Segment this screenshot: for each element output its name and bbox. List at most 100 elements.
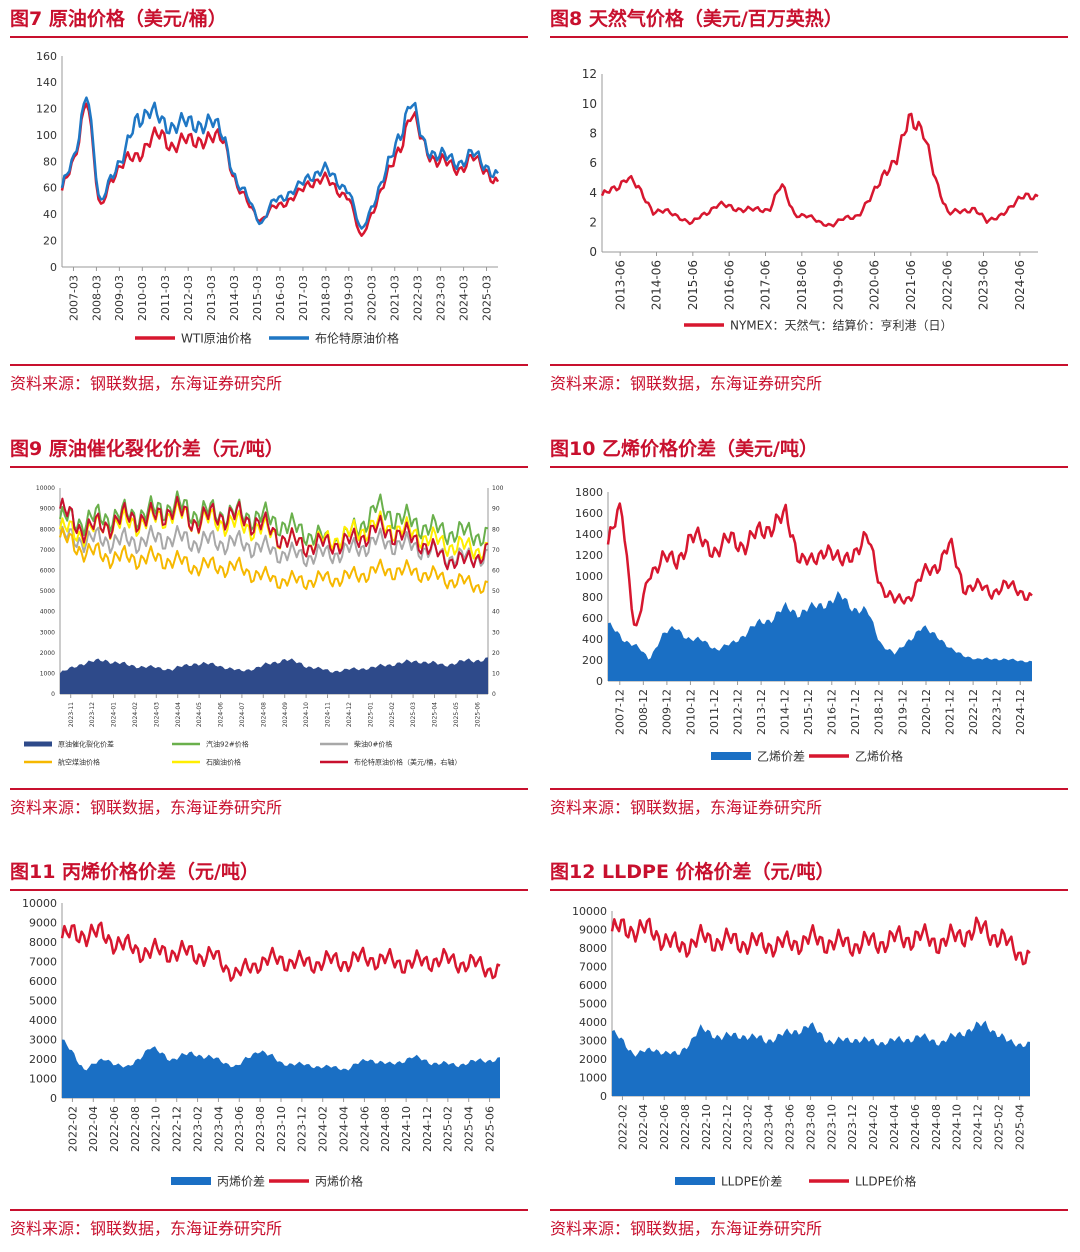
x-tick-label: 2022-03 bbox=[412, 275, 425, 321]
x-tick-label: 2024-07 bbox=[239, 702, 246, 727]
x-tick-label: 2018-12 bbox=[873, 689, 886, 735]
y-tick-label: 7000 bbox=[579, 960, 607, 973]
y-tick-label: 6000 bbox=[29, 975, 57, 988]
x-tick-label: 2024-04 bbox=[337, 1106, 350, 1152]
x-tick-label: 2018-03 bbox=[320, 275, 333, 321]
legend-label: LLDPE价格 bbox=[855, 1174, 916, 1189]
x-tick-label: 2024-06 bbox=[358, 1106, 371, 1152]
x-tick-label: 2023-03 bbox=[434, 275, 447, 321]
y-tick-label: 2000 bbox=[40, 650, 55, 657]
x-tick-label: 2025-02 bbox=[442, 1106, 455, 1152]
panel-source: 资料来源：钢联数据，东海证券研究所 bbox=[10, 788, 528, 818]
series-line-4 bbox=[59, 499, 489, 560]
x-tick-label: 2024-12 bbox=[972, 1104, 985, 1150]
panel-fig9: 图9 原油催化裂化价差（元/吨） 0 1000 2000 3000 4000 5000 60… bbox=[10, 430, 528, 817]
y-tick-label: 8000 bbox=[29, 936, 57, 949]
x-tick-label: 2007-03 bbox=[67, 275, 80, 321]
x-tick-label: 2024-02 bbox=[867, 1104, 880, 1150]
panel-source: 资料来源：钢联数据，东海证券研究所 bbox=[550, 788, 1068, 818]
x-tick-label: 2020-06 bbox=[868, 260, 882, 310]
panel-title: 图12 LLDPE 价格价差（元/吨） bbox=[550, 853, 1068, 891]
y2-tick-label: 70 bbox=[492, 547, 500, 554]
x-tick-label: 2024-08 bbox=[379, 1106, 392, 1152]
x-tick-label: 2025-04 bbox=[432, 702, 439, 727]
x-tick-label: 2025-06 bbox=[483, 1106, 496, 1152]
x-tick-label: 2019-12 bbox=[896, 689, 909, 735]
x-tick-label: 2008-03 bbox=[90, 275, 103, 321]
x-tick-label: 2024-06 bbox=[909, 1104, 922, 1150]
chart-fig9: 0100020003000400050006000700080009000100… bbox=[24, 485, 504, 767]
x-tick-label: 2022-12 bbox=[967, 689, 980, 735]
x-tick-label: 2025-05 bbox=[453, 702, 460, 727]
y-tick-label: 4000 bbox=[29, 1014, 57, 1027]
x-tick-label: 2023-08 bbox=[804, 1104, 817, 1150]
x-tick-label: 2024-06 bbox=[218, 702, 225, 727]
x-tick-label: 2016-12 bbox=[826, 689, 839, 735]
y-tick-label: 1800 bbox=[575, 486, 603, 499]
x-tick-label: 2014-12 bbox=[779, 689, 792, 735]
y2-tick-label: 90 bbox=[492, 506, 500, 513]
y-tick-label: 6000 bbox=[579, 979, 607, 992]
panel-fig8: 图8 天然气价格（美元/百万英热） 0 2 4 6 8 10 12 2013-06 2014-0… bbox=[550, 0, 1068, 393]
x-tick-label: 2009-03 bbox=[113, 275, 126, 321]
y-tick-label: 5000 bbox=[40, 588, 55, 595]
x-tick-label: 2011-03 bbox=[159, 275, 172, 321]
x-tick-label: 2024-02 bbox=[132, 702, 139, 727]
x-tick-label: 2009-12 bbox=[661, 689, 674, 735]
panel-fig10: 图10 乙烯价格价差（美元/吨） 0 200 400 600 800 1000 1200 14… bbox=[550, 430, 1068, 817]
x-tick-label: 2024-10 bbox=[303, 702, 310, 727]
series-area-0 bbox=[608, 591, 1032, 681]
x-tick-label: 2025-03 bbox=[480, 275, 493, 321]
y-tick-label: 40 bbox=[43, 208, 57, 221]
x-tick-label: 2013-03 bbox=[205, 275, 218, 321]
x-tick-label: 2022-02 bbox=[616, 1104, 629, 1150]
y-tick-label: 600 bbox=[582, 612, 603, 625]
y-tick-label: 1400 bbox=[575, 528, 603, 541]
y2-tick-label: 50 bbox=[492, 588, 500, 595]
x-tick-label: 2016-03 bbox=[274, 275, 287, 321]
x-tick-label: 2015-12 bbox=[802, 689, 815, 735]
x-tick-label: 2022-08 bbox=[129, 1106, 142, 1152]
series-line-1 bbox=[610, 916, 1031, 966]
y-tick-label: 0 bbox=[50, 1092, 57, 1105]
y-tick-label: 800 bbox=[582, 591, 603, 604]
x-tick-label: 2012-12 bbox=[731, 689, 744, 735]
y-tick-label: 1600 bbox=[575, 507, 603, 520]
panel-title: 图11 丙烯价格价差（元/吨） bbox=[10, 853, 528, 891]
y-tick-label: 0 bbox=[600, 1090, 607, 1103]
panel-fig11: 图11 丙烯价格价差（元/吨） 0 1000 2000 3000 4000 5000 600… bbox=[10, 853, 528, 1238]
x-tick-label: 2025-01 bbox=[367, 702, 374, 727]
x-tick-label: 2020-12 bbox=[920, 689, 933, 735]
x-tick-label: 2022-08 bbox=[679, 1104, 692, 1150]
x-tick-label: 2023-04 bbox=[763, 1104, 776, 1150]
x-tick-label: 2024-02 bbox=[317, 1106, 330, 1152]
y-tick-label: 8000 bbox=[579, 942, 607, 955]
y-tick-label: 160 bbox=[36, 50, 57, 63]
y-tick-label: 4 bbox=[589, 186, 597, 200]
y-tick-label: 10000 bbox=[572, 905, 607, 918]
x-tick-label: 2022-04 bbox=[637, 1104, 650, 1150]
panel-title: 图7 原油价格（美元/桶） bbox=[10, 0, 528, 38]
y-tick-label: 9000 bbox=[29, 916, 57, 929]
panel-fig12: 图12 LLDPE 价格价差（元/吨） 0 1000 2000 3000 4000 500… bbox=[550, 853, 1068, 1238]
x-tick-label: 2024-04 bbox=[888, 1104, 901, 1150]
series-area-0 bbox=[60, 657, 488, 694]
x-tick-label: 2025-04 bbox=[1013, 1104, 1026, 1150]
legend-label: 乙烯价差 bbox=[757, 750, 805, 764]
x-tick-label: 2025-03 bbox=[410, 702, 417, 727]
x-tick-label: 2024-12 bbox=[346, 702, 353, 727]
series-area-0 bbox=[612, 1020, 1030, 1096]
y-tick-label: 2000 bbox=[579, 1053, 607, 1066]
y-tick-label: 5000 bbox=[29, 994, 57, 1007]
x-tick-label: 2021-12 bbox=[943, 689, 956, 735]
y-tick-label: 60 bbox=[43, 182, 57, 195]
x-tick-label: 2024-09 bbox=[282, 702, 289, 727]
y-tick-label: 100 bbox=[36, 129, 57, 142]
x-tick-label: 2023-04 bbox=[212, 1106, 225, 1152]
y2-tick-label: 40 bbox=[492, 609, 500, 616]
panel-source: 资料来源：钢联数据，东海证券研究所 bbox=[10, 1209, 528, 1239]
x-tick-label: 2025-06 bbox=[474, 702, 481, 727]
x-tick-label: 2022-02 bbox=[66, 1106, 79, 1152]
x-tick-label: 2018-06 bbox=[795, 260, 809, 310]
x-tick-label: 2023-02 bbox=[191, 1106, 204, 1152]
